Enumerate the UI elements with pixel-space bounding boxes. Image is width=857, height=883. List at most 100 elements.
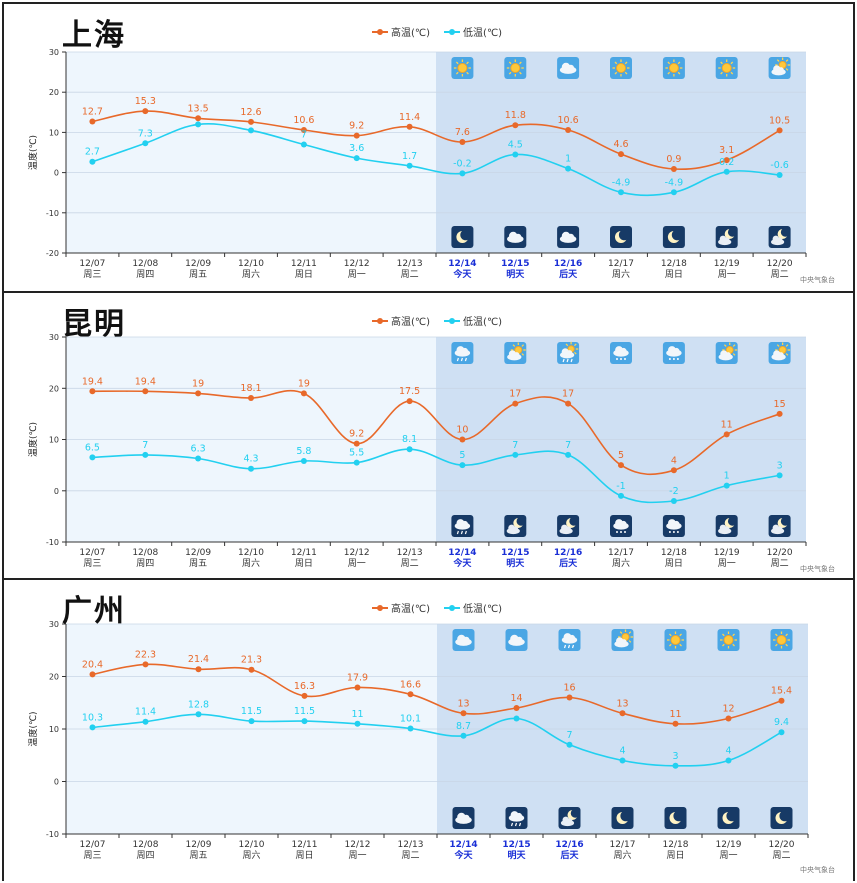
cloud-shape (777, 237, 783, 243)
x-tick-date: 12/10 (238, 259, 264, 269)
sun-ray (722, 643, 725, 647)
legend-high[interactable]: 高温(℃) (372, 24, 430, 39)
cloud-shape (778, 352, 784, 358)
data-label: -1 (616, 481, 625, 492)
rain-drop (571, 644, 575, 649)
x-tick-weekday: 周二 (401, 558, 419, 569)
sun-ray (730, 71, 734, 75)
moon-shadow (460, 229, 472, 241)
data-label: 4.6 (613, 139, 628, 150)
data-point (619, 710, 626, 717)
sun-ray (785, 633, 788, 637)
data-label: 9.2 (349, 429, 364, 440)
data-point (723, 168, 730, 175)
series-high: 19.4 19.4 19 18.1 19 9.2 17.5 10 17 17 5 4 11 15 (82, 376, 786, 476)
data-label: 4 (671, 455, 677, 466)
data-label: 12.8 (188, 699, 209, 710)
snow-flake (616, 531, 618, 533)
data-point (406, 123, 413, 130)
sun-ray (512, 344, 516, 347)
data-label: 21.3 (241, 655, 262, 666)
sun-ray (776, 344, 780, 347)
sun-ray (679, 633, 682, 637)
rain-drop (510, 822, 514, 827)
data-label: 9.2 (349, 121, 364, 132)
cloud-shape (514, 233, 522, 241)
moon-shadow (779, 810, 791, 822)
data-point (89, 388, 96, 395)
data-point (142, 451, 149, 458)
sun-ray (519, 71, 522, 75)
sun-ray (723, 344, 727, 347)
x-tick-date: 12/12 (344, 259, 370, 269)
series-line (92, 448, 780, 504)
data-label: 12.7 (82, 107, 103, 118)
sun-ray (521, 344, 525, 347)
moon-shadow (726, 810, 738, 822)
x-tick-weekday: 周五 (189, 558, 207, 569)
x-tick-weekday: 周三 (83, 558, 101, 569)
legend-high[interactable]: 高温(℃) (372, 313, 430, 328)
data-label: 7.3 (138, 128, 153, 139)
x-tick-date: 12/13 (398, 840, 424, 850)
data-point (195, 115, 202, 122)
sun-ray (732, 353, 736, 356)
data-point (670, 189, 677, 196)
data-label: 20.4 (82, 659, 103, 670)
data-label: 9.4 (774, 717, 789, 728)
x-tick-weekday: 今天 (452, 268, 472, 280)
x-tick-weekday: 今天 (453, 849, 473, 861)
rain-drop (460, 357, 463, 362)
legend-high-label: 高温(℃) (391, 28, 431, 39)
legend-low[interactable]: 低温(℃) (444, 24, 502, 39)
x-tick-date: 12/17 (608, 548, 634, 558)
sun-ray (619, 631, 623, 634)
cloud-shape (568, 634, 576, 642)
legend-low[interactable]: 低温(℃) (444, 600, 502, 615)
data-point (725, 715, 732, 722)
data-point (248, 465, 254, 472)
data-label: -0.2 (453, 158, 472, 169)
x-tick-date: 12/09 (186, 840, 212, 850)
legend-high[interactable]: 高温(℃) (372, 600, 430, 615)
data-point (142, 108, 149, 115)
legend-low-label: 低温(℃) (463, 604, 503, 615)
y-axis-label: 温度(℃) (27, 135, 39, 170)
x-tick-date: 12/14 (448, 259, 476, 269)
data-label: 6.5 (85, 442, 100, 453)
data-point (670, 498, 677, 504)
snow-flake (624, 531, 626, 533)
sun-ray (508, 61, 512, 65)
legend-low-swatch (444, 28, 461, 35)
x-tick-date: 12/17 (608, 259, 634, 269)
cloud-shape (567, 64, 575, 72)
sun-ray (775, 643, 778, 647)
snow-flake (616, 358, 618, 360)
snow-flake (668, 531, 671, 533)
series-line (92, 663, 782, 725)
sun-ray (669, 643, 672, 647)
x-tick-date: 12/16 (555, 840, 583, 850)
data-point (513, 705, 520, 711)
moon-shadow (727, 516, 737, 526)
cloud-shape (724, 237, 730, 243)
x-tick-date: 12/19 (714, 548, 740, 558)
data-point (407, 725, 414, 732)
data-point (300, 127, 307, 133)
data-point (300, 390, 307, 397)
data-label: 19.4 (135, 376, 156, 387)
sun-shape (721, 63, 732, 73)
cloud-shape (724, 526, 730, 532)
x-tick-date: 12/17 (610, 840, 636, 850)
data-point (248, 127, 254, 134)
x-tick-weekday: 周四 (136, 850, 154, 861)
data-label: 7 (301, 130, 307, 141)
data-point (459, 436, 466, 443)
data-point (195, 121, 202, 128)
y-tick-label: 0 (54, 487, 59, 496)
cloud-shape (515, 812, 523, 820)
snow-flake (676, 531, 679, 533)
legend-low[interactable]: 低温(℃) (444, 313, 502, 328)
y-axis: 30 20 10 0 -10 温度(℃) (27, 333, 806, 547)
